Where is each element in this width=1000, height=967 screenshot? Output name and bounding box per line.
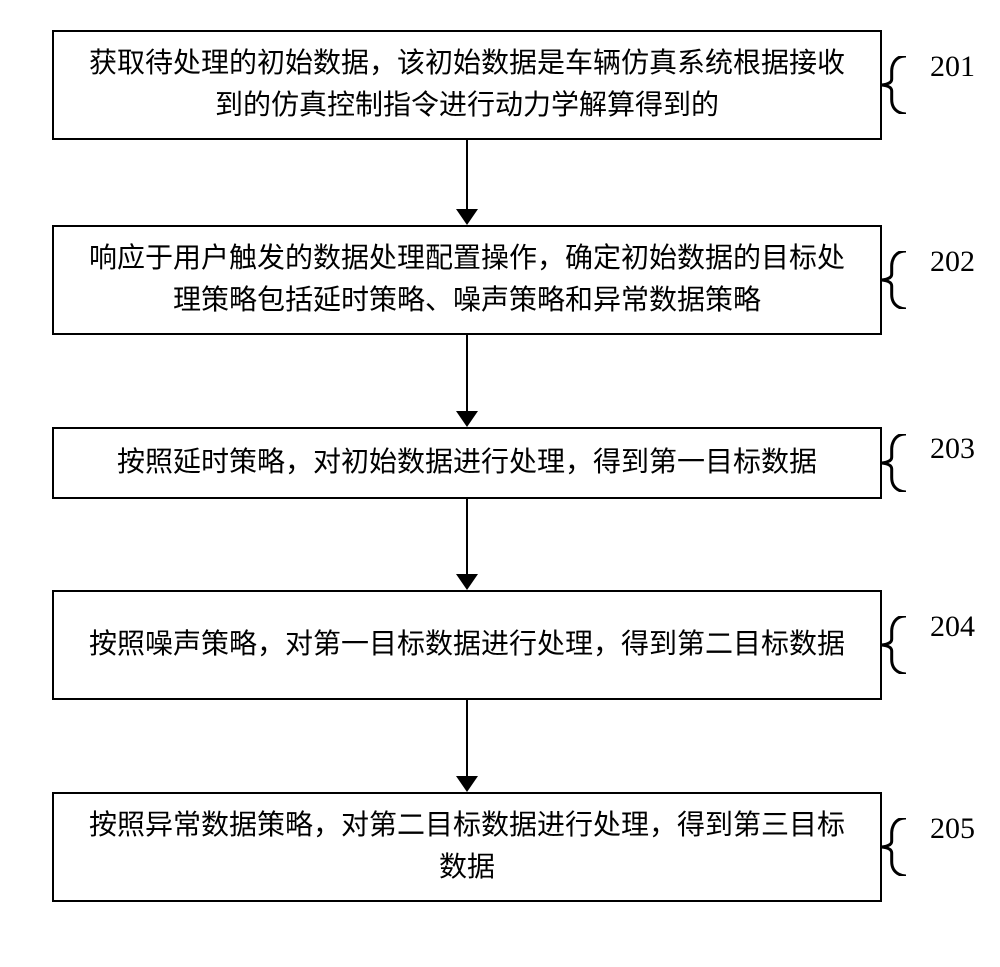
flow-node-text: 按照延时策略，对初始数据进行处理，得到第一目标数据	[117, 442, 817, 484]
flow-node-label-204: 204	[930, 610, 975, 644]
arrow-down-icon	[456, 700, 478, 792]
arrow-down-icon	[456, 499, 478, 590]
arrow-down-icon	[456, 335, 478, 427]
flow-node-202: 响应于用户触发的数据处理配置操作，确定初始数据的目标处理策略包括延时策略、噪声策…	[52, 225, 882, 335]
flow-node-203: 按照延时策略，对初始数据进行处理，得到第一目标数据	[52, 427, 882, 499]
brace-icon	[880, 616, 906, 674]
brace-icon	[880, 818, 906, 876]
flow-node-text: 响应于用户触发的数据处理配置操作，确定初始数据的目标处理策略包括延时策略、噪声策…	[78, 238, 856, 322]
brace-icon	[880, 56, 906, 114]
flow-node-text: 按照异常数据策略，对第二目标数据进行处理，得到第三目标数据	[78, 805, 856, 889]
arrow-down-icon	[456, 140, 478, 225]
flow-node-text: 按照噪声策略，对第一目标数据进行处理，得到第二目标数据	[89, 624, 845, 666]
flow-node-201: 获取待处理的初始数据，该初始数据是车辆仿真系统根据接收到的仿真控制指令进行动力学…	[52, 30, 882, 140]
flow-node-label-201: 201	[930, 50, 975, 84]
flowchart-canvas: 获取待处理的初始数据，该初始数据是车辆仿真系统根据接收到的仿真控制指令进行动力学…	[0, 0, 1000, 967]
flow-node-label-202: 202	[930, 245, 975, 279]
flow-node-label-205: 205	[930, 812, 975, 846]
flow-node-text: 获取待处理的初始数据，该初始数据是车辆仿真系统根据接收到的仿真控制指令进行动力学…	[78, 43, 856, 127]
flow-node-204: 按照噪声策略，对第一目标数据进行处理，得到第二目标数据	[52, 590, 882, 700]
flow-node-label-203: 203	[930, 432, 975, 466]
flow-node-205: 按照异常数据策略，对第二目标数据进行处理，得到第三目标数据	[52, 792, 882, 902]
brace-icon	[880, 434, 906, 492]
brace-icon	[880, 251, 906, 309]
